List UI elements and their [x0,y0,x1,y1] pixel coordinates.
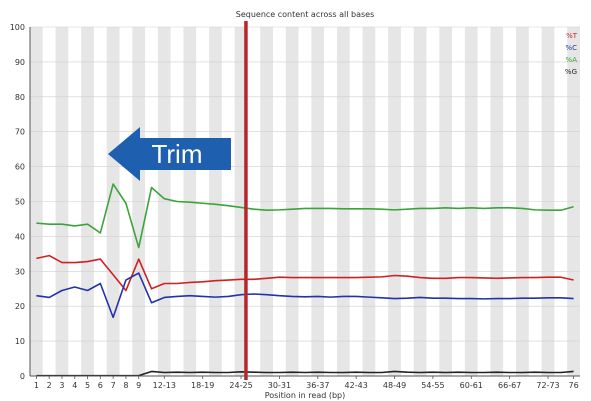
x-tick-label-30-31: 30-31 [268,381,291,390]
x-tick-label-6: 6 [98,381,103,390]
y-tick-label-10: 10 [15,337,25,346]
series-line-pct-a [36,183,574,249]
x-tick-label-76: 76 [569,381,579,390]
y-tick-label-0: 0 [20,372,25,381]
series-line-pct-t [36,254,574,292]
x-tick-label-60-61: 60-61 [460,381,483,390]
legend-entry-pct-a: %A [566,56,578,64]
x-tick-label-9: 9 [136,381,141,390]
x-tick-label-5: 5 [85,381,90,390]
x-tick-label-42-43: 42-43 [345,381,368,390]
y-tick-label-90: 90 [15,58,25,67]
trim-annotation: Trim [108,127,231,181]
x-tick-label-4: 4 [72,381,77,390]
x-tick-label-12-13: 12-13 [153,381,176,390]
x-tick-label-54-55: 54-55 [421,381,444,390]
x-tick-label-8: 8 [123,381,128,390]
chart-title: Sequence content across all bases [236,10,375,19]
x-tick-label-2: 2 [47,381,52,390]
x-tick-label-7: 7 [111,381,116,390]
y-tick-labels: 0 10 20 30 40 50 60 70 80 90 100 [10,23,25,381]
y-tick-label-60: 60 [15,163,25,172]
y-tick-label-70: 70 [15,128,25,137]
x-tick-label-48-49: 48-49 [383,381,406,390]
legend-entry-pct-t: %T [566,32,578,40]
x-tick-label-3: 3 [59,381,64,390]
legend-entry-pct-c: %C [565,44,577,52]
y-tick-label-80: 80 [15,93,25,102]
x-tick-labels: 1 2 3 4 5 6 7 8 9 12-13 18-19 24-25 30-31 36-37 42-43 4… [34,376,579,390]
y-tick-label-50: 50 [15,198,25,207]
legend: %T %C %A %G [565,32,578,76]
legend-entry-pct-g: %G [565,68,577,76]
x-tick-label-24-25: 24-25 [229,381,252,390]
x-tick-label-72-73: 72-73 [536,381,559,390]
trim-arrow-icon [108,127,231,181]
x-tick-label-66-67: 66-67 [498,381,521,390]
x-axis-title: Position in read (bp) [265,391,345,400]
y-tick-label-40: 40 [15,232,25,241]
series-line-pct-c [36,272,574,319]
axes [29,27,580,377]
x-tick-label-18-19: 18-19 [191,381,214,390]
y-tick-label-100: 100 [10,23,25,32]
x-tick-label-1: 1 [34,381,39,390]
x-tick-label-36-37: 36-37 [306,381,329,390]
y-tick-label-20: 20 [15,302,25,311]
y-tick-label-30: 30 [15,267,25,276]
trim-label: Trim [151,139,202,169]
